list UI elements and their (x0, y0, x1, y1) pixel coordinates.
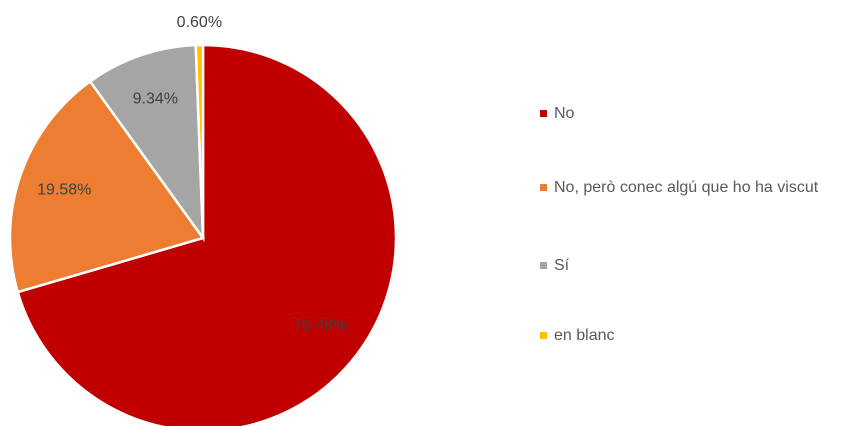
legend-swatch (540, 332, 547, 339)
legend-item: Sí (540, 254, 830, 278)
pie-slice (8, 79, 206, 294)
data-label: 70.48% (293, 317, 347, 334)
data-label: 0.60% (177, 14, 222, 31)
data-label: 9.34% (133, 91, 178, 108)
legend-label: en blanc (554, 327, 615, 344)
legend-label: No (554, 105, 575, 122)
legend-item: No (540, 102, 830, 126)
legend-swatch (540, 110, 547, 117)
legend-label: No, però conec algú que ho ha viscut (554, 179, 819, 196)
pie-slice (16, 43, 398, 426)
legend-item: No, però conec algú que ho ha viscut (540, 176, 830, 200)
pie-slice (194, 43, 205, 239)
legend-swatch (540, 262, 547, 269)
legend-label: Sí (554, 257, 570, 274)
legend-item: en blanc (540, 324, 830, 348)
data-label: 19.58% (37, 182, 91, 199)
legend-swatch (540, 184, 547, 191)
pie-slice (88, 43, 205, 243)
